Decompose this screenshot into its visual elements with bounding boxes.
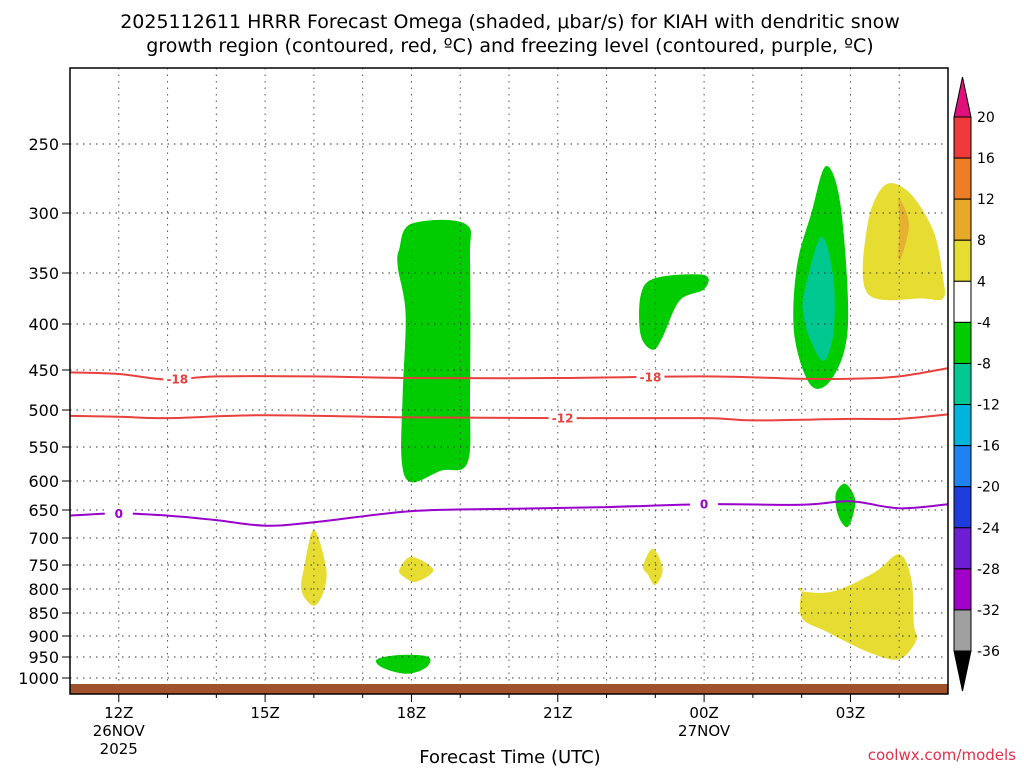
x-tick-label-15Z: 15Z: [250, 704, 279, 722]
colorbar-bin--4-to-4: [953, 280, 972, 323]
contour-label-0-0: 0: [115, 507, 123, 521]
y-tick-label-500: 500: [28, 401, 59, 420]
y-tick-label-950: 950: [28, 648, 59, 667]
ground-terrain: [70, 684, 948, 694]
colorbar-label--4: -4: [977, 315, 991, 331]
colorbar-bin--8-to--4: [953, 321, 972, 364]
colorbar-label-8: 8: [977, 233, 986, 249]
y-tick-label-300: 300: [28, 204, 59, 223]
source-credit: coolwx.com/models: [868, 746, 1016, 764]
colorbar-bin--12-to--8: [953, 362, 972, 406]
y-tick-label-900: 900: [28, 627, 59, 646]
omega-region-rise-03z-lower: [799, 554, 918, 660]
y-tick-label-550: 550: [28, 438, 59, 457]
omega-region-omega-18z-column: [397, 219, 471, 483]
colorbar-label--20: -20: [977, 480, 1000, 496]
colorbar-bin-4-to-8: [953, 239, 972, 282]
colorbar-label-16: 16: [977, 151, 995, 167]
colorbar-label--32: -32: [977, 603, 1000, 619]
colorbar-top-arrow: [953, 76, 972, 118]
contour-label-bg: [163, 371, 192, 386]
omega-region-omega-18z-sfc: [375, 654, 431, 674]
x-tick-date-26NOV: 26NOV: [93, 722, 146, 740]
colorbar-bin--28-to--24: [953, 527, 972, 570]
y-tick-label-700: 700: [28, 529, 59, 548]
colorbar-label--24: -24: [977, 521, 1000, 537]
omega-region-omega-02z-core: [802, 236, 835, 361]
x-tick-label-18Z: 18Z: [397, 704, 426, 722]
colorbar-bin--36-to--32: [953, 609, 972, 652]
colorbar-label--36: -36: [977, 644, 1000, 660]
chart-title-line2: growth region (contoured, red, ºC) and f…: [146, 35, 873, 57]
colorbar-bin-8-to-12: [953, 198, 972, 241]
y-tick-label-450: 450: [28, 361, 59, 380]
contour-label-bg: [104, 506, 133, 521]
x-tick-label-12Z: 12Z: [104, 704, 133, 722]
contour-label-bg: [548, 411, 577, 426]
contour-label-bg: [690, 497, 719, 512]
omega-region-omega-23z: [639, 274, 709, 350]
y-tick-label-600: 600: [28, 472, 59, 491]
contour-label-bg: [636, 369, 665, 384]
colorbar-label--8: -8: [977, 356, 991, 372]
colorbar-label--12: -12: [977, 398, 1000, 414]
colorbar-label-4: 4: [977, 274, 986, 290]
x-tick-label-03Z: 03Z: [836, 704, 865, 722]
colorbar-bin--16-to--12: [953, 404, 972, 447]
colorbar-label-20: 20: [977, 110, 995, 126]
colorbar-bin-16-to-20: [953, 116, 972, 159]
contour-label--18-1: -18: [640, 370, 662, 384]
y-tick-label-1000: 1000: [18, 669, 59, 688]
colorbar-bin--32-to--28: [953, 568, 972, 611]
y-tick-label-800: 800: [28, 580, 59, 599]
colorbar-label-12: 12: [977, 192, 995, 208]
colorbar-label--16: -16: [977, 439, 1000, 455]
x-tick-label-00Z: 00Z: [689, 704, 718, 722]
y-tick-label-650: 650: [28, 501, 59, 520]
colorbar-bin--24-to--20: [953, 486, 972, 529]
colorbar-bottom-arrow: [953, 650, 972, 692]
contour-label-0-1: 0: [700, 498, 708, 512]
x-axis-label: Forecast Time (UTC): [419, 747, 600, 768]
y-tick-label-250: 250: [28, 135, 59, 154]
omega-region-rise-03z-core: [898, 199, 909, 261]
colorbar-bin--20-to--16: [953, 445, 972, 488]
chart-title-line1: 2025112611 HRRR Forecast Omega (shaded, …: [120, 11, 900, 33]
x-tick-label-21Z: 21Z: [543, 704, 572, 722]
y-tick-label-850: 850: [28, 604, 59, 623]
y-tick-label-350: 350: [28, 264, 59, 283]
x-tick-date-27NOV: 27NOV: [678, 722, 731, 740]
contour-label--18-0: -18: [166, 372, 188, 386]
omega-region-rise-18z: [399, 556, 434, 583]
omega-region-rise-23z: [642, 548, 663, 586]
x-tick-year: 2025: [100, 740, 138, 758]
contour-label--12-0: -12: [552, 412, 574, 426]
y-tick-label-400: 400: [28, 315, 59, 334]
contour-line-0: [70, 500, 948, 527]
colorbar-bin-12-to-16: [953, 157, 972, 200]
colorbar-label--28: -28: [977, 562, 1000, 578]
y-tick-label-750: 750: [28, 556, 59, 575]
omega-region-rise-16z: [301, 529, 327, 606]
omega-region-omega-02z-low: [835, 483, 856, 528]
contour-line--12: [70, 413, 948, 422]
